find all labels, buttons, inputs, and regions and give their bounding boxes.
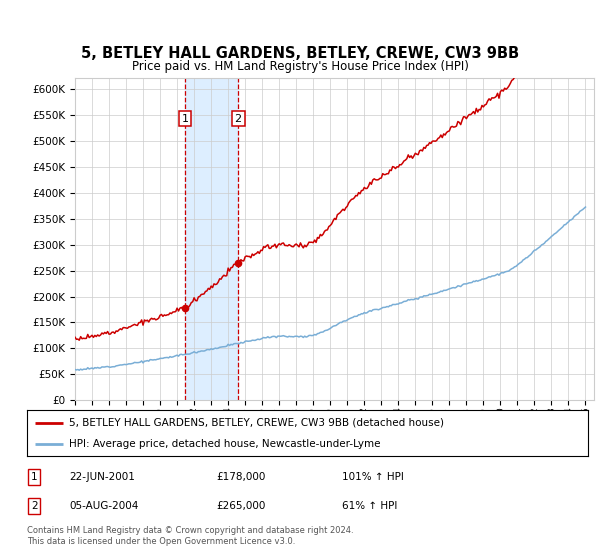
Text: 2: 2 — [235, 114, 242, 124]
Bar — [185, 78, 238, 400]
Text: 22-JUN-2001: 22-JUN-2001 — [69, 472, 135, 482]
Text: 5, BETLEY HALL GARDENS, BETLEY, CREWE, CW3 9BB (detached house): 5, BETLEY HALL GARDENS, BETLEY, CREWE, C… — [69, 418, 444, 428]
Text: 2: 2 — [31, 501, 38, 511]
Text: Contains HM Land Registry data © Crown copyright and database right 2024.
This d: Contains HM Land Registry data © Crown c… — [27, 525, 353, 547]
Text: £265,000: £265,000 — [216, 501, 265, 511]
Text: 101% ↑ HPI: 101% ↑ HPI — [342, 472, 404, 482]
Text: 5, BETLEY HALL GARDENS, BETLEY, CREWE, CW3 9BB: 5, BETLEY HALL GARDENS, BETLEY, CREWE, C… — [81, 46, 519, 61]
Text: 1: 1 — [182, 114, 188, 124]
Text: 1: 1 — [31, 472, 38, 482]
Text: 05-AUG-2004: 05-AUG-2004 — [69, 501, 139, 511]
Text: HPI: Average price, detached house, Newcastle-under-Lyme: HPI: Average price, detached house, Newc… — [69, 439, 380, 449]
Text: £178,000: £178,000 — [216, 472, 265, 482]
Text: 61% ↑ HPI: 61% ↑ HPI — [342, 501, 397, 511]
Text: Price paid vs. HM Land Registry's House Price Index (HPI): Price paid vs. HM Land Registry's House … — [131, 59, 469, 73]
